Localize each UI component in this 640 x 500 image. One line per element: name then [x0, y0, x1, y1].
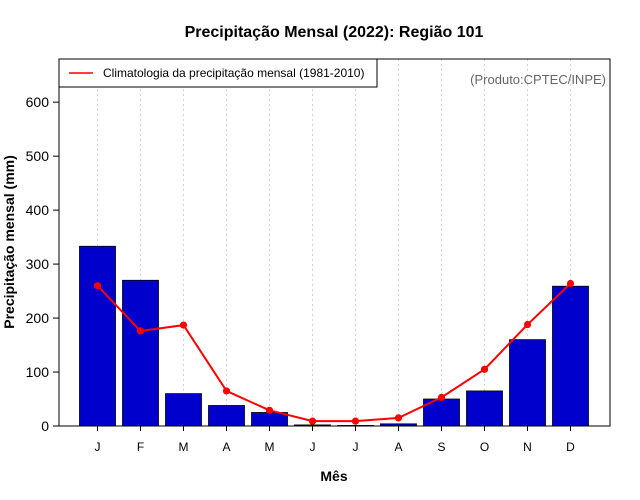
- x-tick-label: M: [179, 440, 189, 454]
- climatology-point: [308, 417, 317, 425]
- y-axis-label: Precipitação mensal (mm): [1, 155, 17, 329]
- x-tick-label: O: [480, 440, 489, 454]
- x-tick-label: S: [437, 440, 445, 454]
- climatology-point: [523, 320, 532, 329]
- bar: [552, 285, 589, 427]
- grid-lines: [97, 59, 571, 426]
- bar: [165, 393, 202, 427]
- climatology-point: [480, 365, 489, 373]
- x-tick-label: J: [310, 440, 316, 454]
- climatology-point: [437, 393, 446, 401]
- x-tick-label: D: [566, 440, 575, 454]
- x-tick-label: M: [265, 440, 275, 454]
- bar: [208, 405, 245, 427]
- y-tick-label: 100: [26, 364, 50, 380]
- bar: [466, 390, 503, 427]
- y-tick-label: 300: [26, 256, 50, 272]
- legend-label-climatology: Climatologia da precipitação mensal (198…: [103, 66, 364, 80]
- x-tick-label: A: [394, 440, 402, 454]
- bar: [509, 339, 546, 427]
- legend: Climatologia da precipitação mensal (198…: [58, 58, 378, 88]
- climatology-point: [136, 327, 145, 335]
- x-tick-label: J: [353, 440, 359, 454]
- y-axis: 0 100 200 300 400 500 600: [26, 94, 59, 434]
- climatology-point: [394, 414, 403, 422]
- x-tick-label: A: [222, 440, 230, 454]
- x-tick-label: J: [95, 440, 101, 454]
- y-tick-label: 600: [26, 94, 50, 110]
- bar: [122, 279, 159, 427]
- climatology-point: [179, 321, 188, 329]
- climatology-point: [351, 417, 360, 425]
- y-tick-label: 0: [41, 418, 49, 434]
- x-tick-label: N: [523, 440, 532, 454]
- chart-title: Precipitação Mensal (2022): Região 101: [185, 24, 484, 41]
- climatology-point: [222, 387, 231, 395]
- legend-box: [58, 58, 378, 88]
- climatology-series: [93, 279, 575, 425]
- x-axis-label: Mês: [320, 468, 347, 484]
- y-tick-label: 400: [26, 202, 50, 218]
- climatology-point: [93, 282, 102, 290]
- x-tick-label: F: [137, 440, 144, 454]
- bars-series: [79, 245, 589, 427]
- climatology-point: [265, 406, 274, 414]
- source-note: (Produto:CPTEC/INPE): [470, 72, 606, 87]
- climatology-line: [96, 282, 572, 423]
- climatology-point: [566, 279, 575, 288]
- y-tick-label: 500: [26, 148, 50, 164]
- bar: [79, 245, 116, 427]
- y-tick-label: 200: [26, 310, 50, 326]
